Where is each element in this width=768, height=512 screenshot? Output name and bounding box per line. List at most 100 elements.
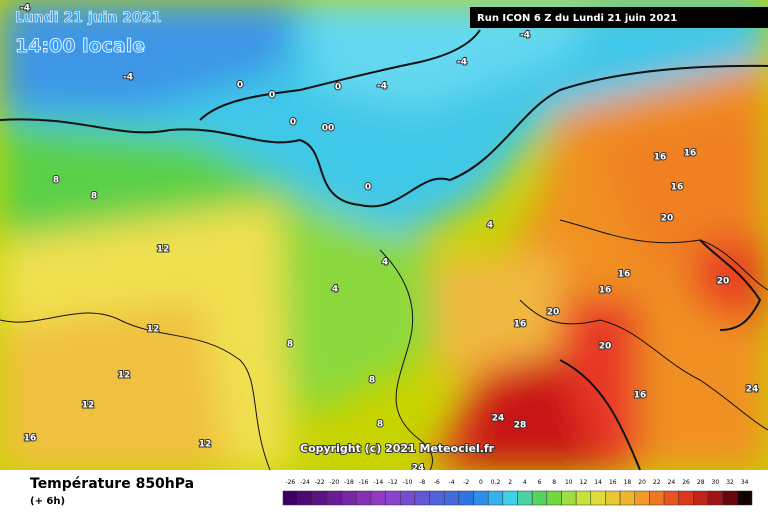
contour-label: -4 [520, 31, 530, 41]
scale-label: 12 [580, 479, 588, 486]
scale-label: 28 [697, 479, 705, 486]
contour-label: 24 [412, 464, 425, 474]
coastlines [0, 29, 768, 470]
contour-label: 24 [746, 385, 759, 395]
scale-swatch [443, 490, 460, 506]
contour-label: 12 [118, 371, 131, 381]
scale-swatch [693, 490, 709, 506]
scale-label: -26 [285, 479, 295, 486]
contour-label: 8 [53, 176, 59, 186]
contour-label: 20 [717, 277, 730, 287]
time-label: 14:00 locale [15, 35, 145, 57]
scale-label: 14 [594, 479, 602, 486]
scale-label: -14 [373, 479, 383, 486]
scale-swatch [575, 490, 592, 506]
scale-label: -2 [463, 479, 469, 486]
scale-swatch [531, 490, 548, 506]
scale-swatch [649, 490, 665, 506]
color-scale: -26 -24 -22 -20 -18 -16 -14 -12 -10 -8 -6 -4 -2 0 0.2 2… [282, 479, 753, 506]
scale-swatch [707, 490, 723, 506]
scale-swatch [517, 490, 533, 506]
scale-label: -16 [359, 479, 369, 486]
contour-label: 8 [369, 376, 375, 386]
run-banner [470, 7, 768, 28]
scale-swatch [722, 490, 738, 506]
scale-label: -10 [403, 479, 413, 486]
scale-label: -22 [315, 479, 325, 486]
contour-label: 0 [237, 81, 243, 91]
scale-label: 24 [668, 479, 676, 486]
scale-label: -6 [434, 479, 440, 486]
scale-label: 0 [479, 479, 483, 486]
scale-swatch [590, 490, 606, 506]
scale-swatch [487, 490, 504, 506]
scale-label: -18 [344, 479, 354, 486]
scale-swatch [385, 490, 401, 506]
contour-label: 24 [492, 414, 505, 424]
contour-label: 0 [365, 183, 371, 193]
scale-label: 0.2 [491, 479, 501, 486]
scale-label: 34 [741, 479, 749, 486]
scale-label: 26 [682, 479, 690, 486]
scale-swatch [737, 490, 753, 506]
contour-label: 16 [514, 320, 527, 330]
scale-swatch [400, 490, 416, 506]
scale-label: 20 [638, 479, 646, 486]
copyright: Copyright (c) 2021 Meteociel.fr [300, 442, 495, 455]
contour-label: 20 [599, 342, 612, 352]
contour-label: 12 [147, 325, 160, 335]
scale-swatch [356, 490, 372, 506]
contour-label: -4 [377, 82, 387, 92]
scale-label: 2 [508, 479, 512, 486]
scale-swatch [473, 490, 489, 506]
scale-label: 4 [523, 479, 527, 486]
scale-swatch [312, 490, 328, 506]
scale-swatch [634, 490, 650, 506]
contour-label: 8 [377, 420, 383, 430]
contour-label: 16 [654, 153, 667, 163]
contour-label: -4 [457, 58, 467, 68]
scale-swatch [282, 490, 298, 506]
contour-label: 0 [335, 83, 341, 93]
contour-label: 12 [199, 440, 212, 450]
contour-label: 4 [332, 285, 338, 295]
scale-swatch [341, 490, 357, 506]
contour-label: 8 [91, 192, 97, 202]
chart-title: Température 850hPa [30, 476, 194, 492]
scale-label: -24 [300, 479, 310, 486]
scale-label: 8 [552, 479, 556, 486]
contour-label: -4 [123, 73, 133, 83]
scale-swatch [429, 490, 445, 506]
contour-label: 20 [661, 214, 674, 224]
scale-swatch [619, 490, 635, 506]
contour-label: 0 [269, 91, 275, 101]
contour-label: -4 [20, 4, 30, 14]
scale-label: 6 [538, 479, 542, 486]
contour-label: 16 [634, 391, 647, 401]
scale-swatch [605, 490, 621, 506]
scale-swatch [370, 490, 386, 506]
scale-swatch [663, 490, 679, 506]
contour-label: 0 [290, 118, 296, 128]
scale-swatch [297, 490, 313, 506]
scale-label: 22 [653, 479, 661, 486]
scale-label: 32 [726, 479, 734, 486]
contour-label: 12 [82, 401, 95, 411]
contour-label: 28 [514, 421, 527, 431]
scale-swatch [502, 490, 518, 506]
run-info: Run ICON 6 Z du Lundi 21 juin 2021 [477, 13, 677, 24]
scale-swatch [546, 490, 562, 506]
scale-label: 16 [609, 479, 617, 486]
date-label: Lundi 21 juin 2021 [15, 10, 161, 26]
contour-label: 00 [322, 124, 335, 134]
contour-label: 20 [547, 308, 560, 318]
scale-label: -4 [449, 479, 455, 486]
contour-label: 16 [671, 183, 684, 193]
contour-label: 12 [157, 245, 170, 255]
scale-label: -12 [388, 479, 398, 486]
scale-label: -8 [419, 479, 425, 486]
contour-label: 4 [382, 258, 388, 268]
scale-swatch [326, 490, 342, 506]
